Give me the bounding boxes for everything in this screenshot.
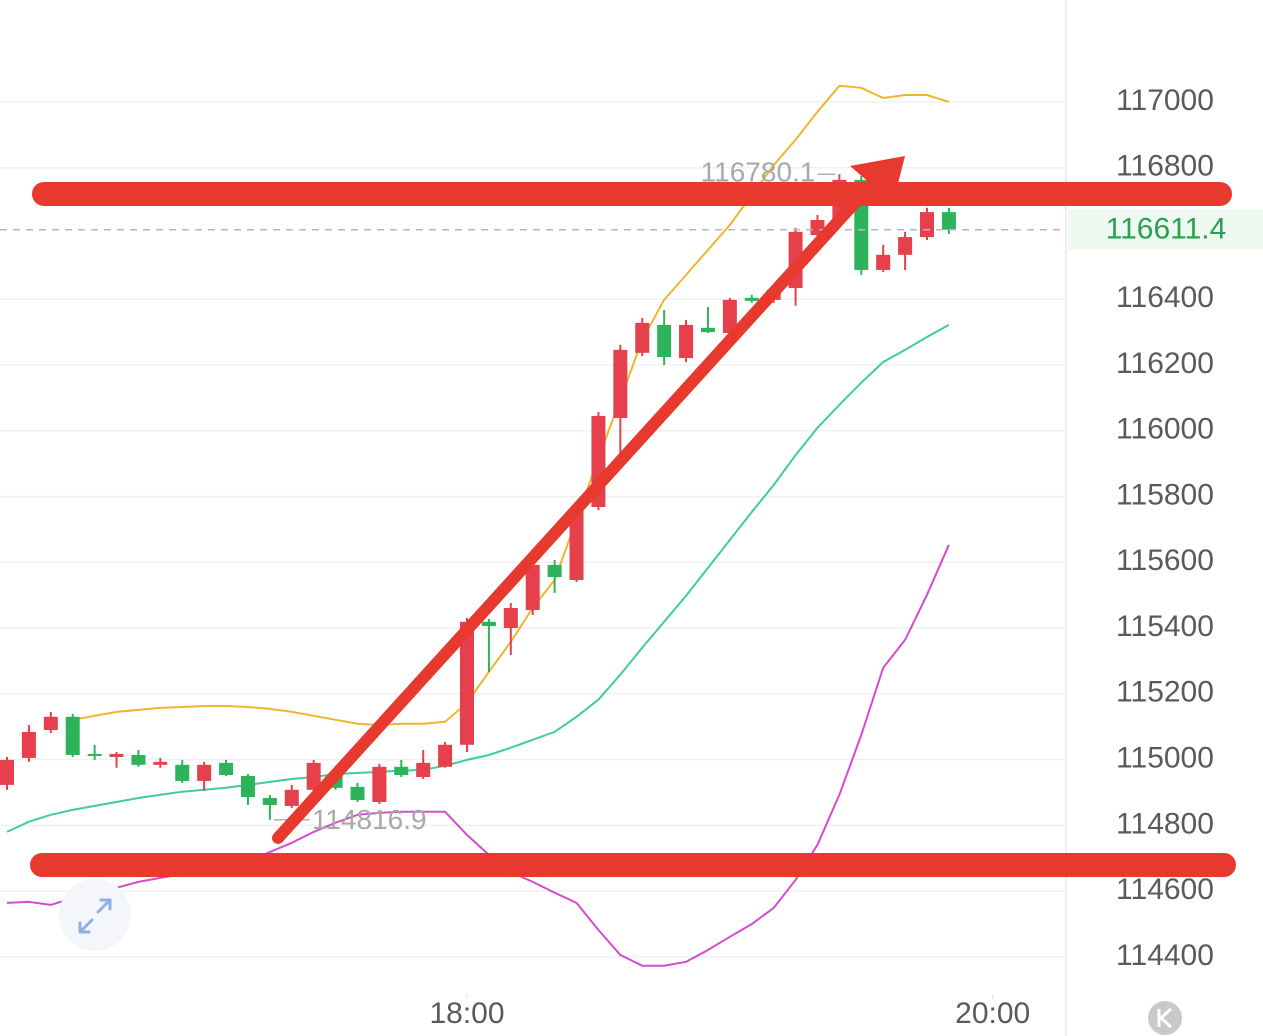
candle-body: [898, 237, 913, 255]
candle-body: [679, 324, 694, 359]
candle-body: [503, 607, 518, 629]
x-tick-label: 18:00: [429, 997, 504, 1030]
candle-body: [941, 212, 956, 230]
candle-body: [635, 322, 650, 353]
kline-button-bg[interactable]: [1148, 1001, 1182, 1035]
trend-arrow: [272, 178, 878, 844]
candle-body: [21, 731, 36, 758]
indicator-lines: [6, 84, 950, 967]
expand-icon-glyph[interactable]: [78, 898, 112, 934]
candle-body: [262, 798, 277, 805]
candle-body: [657, 324, 672, 358]
expand-icon[interactable]: [59, 879, 131, 951]
candle-body: [920, 212, 935, 238]
candle-body: [547, 564, 562, 578]
y-tick-label: 114400: [1116, 939, 1214, 972]
kline-button[interactable]: [1148, 1001, 1182, 1035]
last-price-label: 116611.4: [1106, 213, 1227, 246]
candle-body: [109, 753, 124, 757]
candle-body: [744, 297, 759, 301]
drawn-annotation: [30, 156, 1236, 877]
y-tick-label: 116200: [1116, 347, 1214, 380]
candle-body: [284, 789, 299, 806]
candle-body: [131, 754, 146, 765]
y-tick-label: 115400: [1116, 610, 1214, 643]
candle-body: [438, 744, 453, 767]
expand-icon-bg[interactable]: [59, 879, 131, 951]
candle-body: [700, 327, 715, 333]
candle-body: [722, 299, 737, 334]
y-tick-label: 117000: [1116, 84, 1214, 117]
y-tick-label: 115200: [1116, 676, 1214, 709]
last-price-tag: [1068, 209, 1263, 250]
candle-body: [416, 762, 431, 777]
candle-body: [175, 764, 190, 781]
low-label: 114816.9: [312, 804, 427, 835]
candle-body: [569, 509, 584, 581]
candle-body: [65, 716, 80, 755]
y-tick-label: 114600: [1116, 873, 1214, 906]
candle-body: [460, 621, 475, 745]
candle-body: [394, 766, 409, 776]
labels: 114400 114600 114800 115000 115200 115400 1156…: [0, 84, 1263, 1030]
y-tick-label: 115600: [1116, 544, 1214, 577]
candle-body: [876, 254, 891, 270]
candle-body: [153, 761, 168, 765]
candle-body: [197, 764, 212, 781]
candle-body: [525, 564, 540, 610]
candle-body: [219, 762, 234, 776]
y-tick-label: 116000: [1116, 413, 1214, 446]
y-tick-label: 116400: [1116, 281, 1214, 314]
y-tick-label: 116800: [1116, 150, 1214, 183]
candle-body: [306, 762, 321, 790]
indicator-line: [6, 544, 950, 967]
x-tick-label: 20:00: [955, 997, 1030, 1030]
candle-body: [613, 349, 628, 418]
candle-body: [372, 766, 387, 802]
candle-body: [43, 716, 58, 730]
trend-arrow-head: [850, 156, 905, 203]
candle-body: [240, 776, 255, 798]
candle-body: [87, 753, 102, 756]
candle-body: [0, 759, 15, 785]
candle-body: [481, 621, 496, 627]
y-tick-label: 115000: [1116, 741, 1214, 774]
y-tick-label: 114800: [1116, 807, 1214, 840]
indicator-line: [6, 324, 950, 833]
y-tick-label: 115800: [1116, 478, 1214, 511]
candle-body: [350, 786, 365, 801]
kline-button-glyph[interactable]: [1157, 1007, 1173, 1029]
